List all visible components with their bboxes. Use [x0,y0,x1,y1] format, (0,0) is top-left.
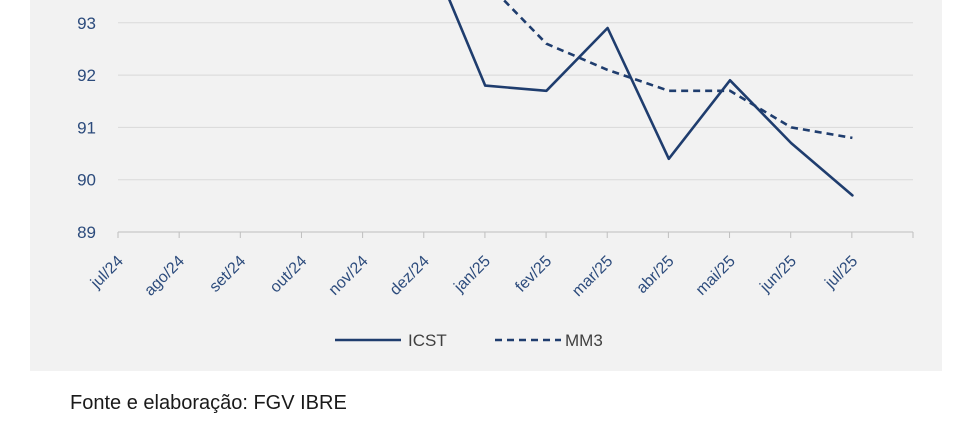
y-tick-labels: 89 90 91 92 93 [77,14,96,242]
legend-label-icst: ICST [408,331,447,350]
chart-panel: 89 90 91 92 93 jul/24 ago/24 set/24 out/24 nov/2… [30,0,942,371]
x-tick-label: mai/25 [693,253,739,299]
x-tick-label: abr/25 [634,253,678,297]
x-tick-label: jul/25 [821,253,861,293]
series-lines [448,0,854,197]
x-tick-label: fev/25 [512,253,555,296]
x-tick-label: jul/24 [87,253,127,293]
x-tick-label: dez/24 [387,253,433,299]
x-tick-label: ago/24 [141,253,188,300]
gridlines [118,22,913,181]
y-tick-label: 91 [77,118,96,137]
x-tick-label: jan/25 [450,253,494,297]
x-tick-label: set/24 [206,253,249,296]
x-tick-labels: jul/24 ago/24 set/24 out/24 nov/24 dez/24 jan/… [87,253,861,300]
series-line-icst [448,0,854,197]
x-tick-label: jun/25 [756,253,800,297]
x-axis [117,231,914,238]
y-tick-label: 92 [77,66,96,85]
x-tick-label: nov/24 [326,253,372,299]
x-tick-label: out/24 [267,253,311,297]
y-tick-label: 89 [77,223,96,242]
legend: ICST MM3 [335,331,603,350]
y-tick-label: 90 [77,171,96,190]
source-note: Fonte e elaboração: FGV IBRE [70,392,347,414]
series-line-mm3 [501,0,853,140]
y-tick-label: 93 [77,14,96,33]
x-tick-label: mar/25 [569,253,616,300]
line-chart: 89 90 91 92 93 jul/24 ago/24 set/24 out/24 nov/2… [77,0,914,350]
legend-label-mm3: MM3 [565,331,603,350]
